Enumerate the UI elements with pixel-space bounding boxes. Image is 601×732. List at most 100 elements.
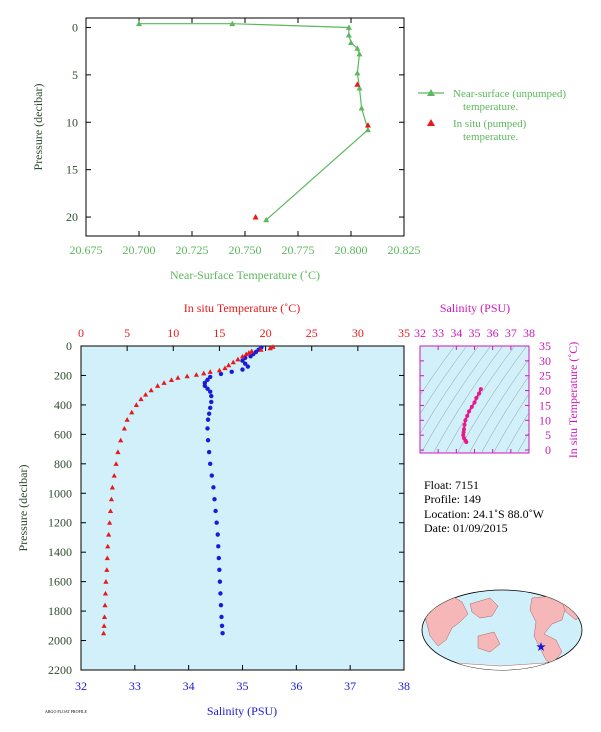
float-id: Float: 7151	[424, 478, 479, 492]
salinity-tick-label: 33	[129, 679, 141, 693]
pressure-tick-label: 400	[54, 398, 72, 412]
salinity-point	[240, 358, 245, 363]
salinity-point	[220, 630, 225, 636]
pumped-point	[354, 81, 361, 87]
unpumped-point	[356, 85, 363, 91]
tiny-footer-text: ARGO FLOAT PROFILE	[45, 709, 87, 714]
temperature-point	[106, 531, 112, 537]
ts-point	[472, 400, 477, 405]
ts-x-tick-label: 36	[487, 326, 499, 340]
temperature-point	[258, 347, 264, 352]
salinity-point	[202, 383, 208, 388]
date: Date: 01/09/2015	[424, 521, 508, 535]
top-y-tick-label: 15	[66, 163, 78, 177]
temperature-tick-label: 20	[260, 326, 272, 340]
temperature-point	[101, 623, 107, 628]
temperature-tick-label: 25	[306, 326, 318, 340]
ts-point	[477, 391, 482, 396]
salinity-point	[248, 354, 253, 359]
pressure-tick-label: 600	[54, 427, 72, 441]
salinity-tick-label: 35	[237, 679, 249, 693]
profile-number: Profile: 149	[424, 492, 481, 506]
pumped-point	[364, 122, 371, 128]
main-plot-frame	[80, 345, 405, 671]
ts-plot-frame	[419, 345, 530, 454]
temperature-point	[108, 496, 115, 502]
temperature-tick-label: 30	[352, 326, 364, 340]
top-y-ticks: 0 5 10 15 20	[66, 20, 404, 224]
unpumped-point	[229, 20, 236, 27]
temperature-point	[101, 630, 107, 636]
pumped-point	[252, 214, 259, 220]
temperature-tick-label: 0	[78, 326, 84, 340]
ts-x-tick-label: 35	[469, 326, 481, 340]
ts-y-tick-label: 35	[539, 339, 551, 353]
unpumped-point	[348, 39, 354, 46]
salinity-point	[205, 426, 210, 431]
temperature-tick-label: 5	[124, 326, 130, 340]
legend-marker-unpumped	[427, 89, 435, 96]
unpumped-line	[139, 23, 369, 221]
temperature-point	[107, 508, 114, 514]
salinity-point	[209, 473, 215, 478]
temperature-point	[129, 409, 135, 415]
ts-x-tick-label: 37	[505, 326, 517, 340]
top-x-axis-label: Near-Surface Temperature (˚C)	[170, 268, 320, 282]
ts-y-axis-label: In situ Temperature (˚C)	[566, 342, 580, 459]
salinity-point	[229, 369, 234, 374]
temperature-tick-label: 15	[213, 326, 225, 340]
salinity-point	[205, 417, 211, 422]
ts-point	[478, 387, 483, 392]
salinity-point	[208, 461, 213, 467]
salinity-tick-label: 37	[344, 679, 356, 693]
salinity-point	[205, 386, 210, 391]
temperature-point	[118, 437, 124, 443]
salinity-point	[215, 532, 220, 537]
top-x-tick-label: 20.725	[176, 243, 209, 257]
salinity-point	[217, 567, 222, 573]
ts-x-tick-label: 34	[450, 326, 462, 340]
ts-point	[474, 396, 479, 401]
top-plot-frame	[85, 17, 405, 237]
near-surface-temperature-chart: 20.675 20.700 20.725 20.750 20.775 20.800 20.8…	[31, 17, 566, 282]
pressure-tick-label: 1800	[48, 604, 72, 618]
temperature-point	[193, 372, 199, 377]
ts-x-tick-label: 38	[523, 326, 535, 340]
unpumped-point	[136, 20, 142, 27]
temperature-point	[104, 555, 110, 561]
top-y-tick-label: 20	[66, 210, 78, 224]
temperature-point	[235, 356, 241, 362]
unpumped-point	[354, 69, 361, 76]
ts-y-tick-label: 30	[539, 354, 551, 368]
pressure-tick-label: 1400	[48, 545, 72, 559]
profile-series	[101, 344, 276, 636]
ts-x-ticks: 32 33 34 35 36 37 38	[414, 326, 535, 453]
temperature-point	[104, 567, 110, 572]
legend-label-unpumped-2: temperature.	[463, 101, 519, 113]
temperature-point	[101, 614, 108, 620]
pressure-ticks: 0 200 400 600 800 1000 1200 1400 1600 1800 2000 220…	[48, 339, 404, 677]
salinity-point	[205, 377, 210, 383]
float-info: Float: 7151 Profile: 149 Location: 24.1˚…	[424, 478, 545, 535]
pressure-tick-label: 2000	[48, 634, 72, 648]
unpumped-point	[354, 45, 361, 51]
pressure-tick-label: 0	[66, 339, 72, 353]
unpumped-point	[358, 105, 365, 111]
legend-label-unpumped-1: Near-surface (unpumped)	[453, 88, 566, 100]
unpumped-point	[345, 24, 352, 30]
ts-y-tick-label: 15	[539, 398, 551, 412]
temperature-point	[226, 362, 232, 368]
salinity-point	[205, 438, 211, 443]
salinity-point	[216, 555, 222, 561]
ts-point	[469, 404, 474, 409]
temperature-point	[216, 367, 223, 373]
ts-x-tick-label: 33	[432, 326, 444, 340]
ts-y-tick-label: 0	[545, 443, 551, 457]
salinity-point	[212, 496, 217, 502]
salinity-point	[217, 579, 223, 584]
ts-series	[461, 387, 483, 445]
salinity-point	[211, 485, 216, 490]
salinity-ticks: 32 33 34 35 36 37 38	[75, 665, 410, 693]
